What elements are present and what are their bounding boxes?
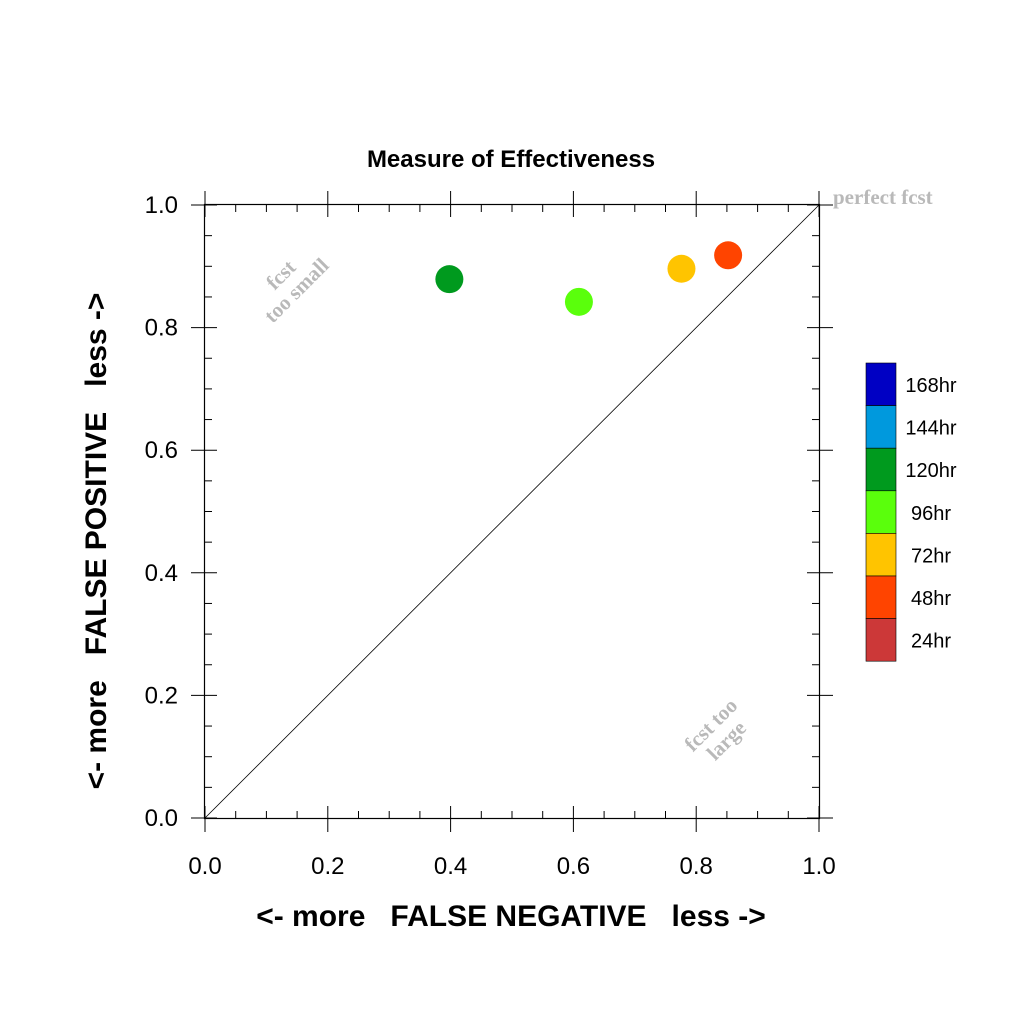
plot-frame: [203, 203, 821, 820]
x-tick-label: 1.0: [802, 853, 835, 880]
y-tick-label: 0.0: [145, 805, 178, 832]
y-tick-label: 0.4: [145, 560, 178, 587]
legend-swatch-144hr: [865, 405, 897, 449]
legend-swatch-24hr: [865, 618, 897, 662]
y-tick-labels: 0.0 0.2 0.4 0.6 0.8 1.0: [145, 192, 178, 832]
x-tick-labels: 0.0 0.2 0.4 0.6 0.8 1.0: [188, 853, 835, 880]
legend-label-24hr: 24hr: [911, 631, 951, 653]
legend-label-120hr: 120hr: [905, 460, 956, 482]
x-axis-title: <- more FALSE NEGATIVE less ->: [256, 900, 766, 933]
diagonal-line: [204, 204, 820, 819]
legend-swatch-168hr: [865, 362, 897, 406]
legend-label-96hr: 96hr: [911, 503, 951, 525]
point-48hr: [714, 241, 743, 270]
legend-swatch-48hr: [865, 575, 897, 619]
annotation-too-small-line2: too small: [259, 253, 333, 327]
point-72hr: [667, 254, 696, 283]
y-tick-label: 0.6: [145, 437, 178, 464]
x-tick-label: 0.4: [434, 853, 467, 880]
chart-title: Measure of Effectiveness: [367, 146, 655, 173]
y-axis-title: <- more FALSE POSITIVE less ->: [80, 293, 113, 790]
legend-label-72hr: 72hr: [911, 545, 951, 567]
data-points: [435, 241, 743, 316]
legend-swatch-120hr: [865, 447, 897, 492]
annotation-perfect-fcst: perfect fcst: [833, 185, 933, 209]
legend-swatch-96hr: [865, 490, 897, 534]
legend-swatch-72hr: [865, 533, 897, 577]
y-tick-label: 0.2: [145, 682, 178, 709]
x-tick-label: 0.6: [557, 853, 590, 880]
legend-label-48hr: 48hr: [911, 588, 951, 610]
axis-ticks: [191, 191, 833, 832]
x-tick-label: 0.8: [680, 853, 713, 880]
point-96hr: [564, 287, 593, 316]
legend-label-144hr: 144hr: [905, 418, 956, 440]
x-tick-label: 0.0: [188, 853, 221, 880]
y-tick-label: 0.8: [145, 315, 178, 342]
point-120hr: [435, 265, 464, 294]
annotation-fcst-too-large: fcst too large: [679, 693, 750, 764]
annotation-fcst-too-small: fcst too small: [259, 253, 333, 327]
y-tick-label: 1.0: [145, 192, 178, 219]
legend-label-168hr: 168hr: [905, 375, 956, 397]
x-tick-label: 0.2: [311, 853, 344, 880]
legend: 168hr 144hr 120hr 96hr 72hr 48hr 24hr: [865, 362, 957, 662]
